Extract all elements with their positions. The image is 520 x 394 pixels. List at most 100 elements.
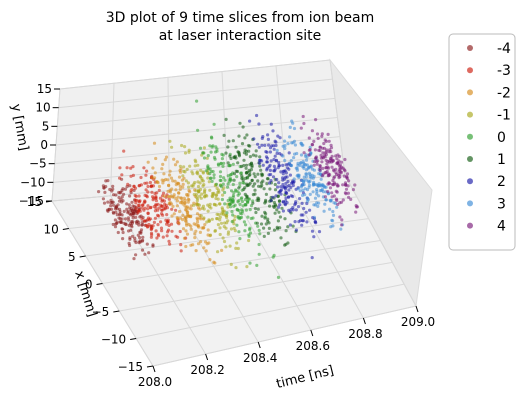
data-point [251,216,255,220]
data-point [271,195,275,199]
data-point [113,225,118,229]
data-point [296,205,301,209]
data-point [260,181,264,185]
data-point [272,147,276,151]
data-point [302,206,306,211]
data-point [122,209,126,213]
data-point [228,178,232,182]
data-point [196,217,200,222]
data-point [299,153,304,157]
data-point [312,180,316,184]
data-point [232,226,236,230]
data-point [267,226,271,230]
data-point [281,169,285,173]
data-point [129,166,133,170]
data-point [288,223,292,227]
data-point [268,187,272,191]
data-point [294,201,298,205]
data-point [244,208,248,212]
data-point [218,226,222,230]
data-point [307,136,311,140]
data-point [240,176,244,180]
grid-line-x [102,240,381,284]
data-point [227,139,231,143]
data-point [224,245,228,249]
data-point [339,227,343,231]
data-point [275,208,279,212]
data-point [228,198,232,202]
data-point [347,195,351,199]
time-tick-label: 209.0 [401,315,435,329]
data-point [281,144,285,148]
data-point [273,188,278,192]
data-point [156,223,160,227]
data-point [312,139,316,143]
data-point [212,260,216,264]
data-point [311,176,315,180]
data-point [248,119,252,123]
data-point [268,181,272,185]
data-point [257,161,261,165]
data-point [308,192,312,196]
data-point [207,180,211,184]
data-point [302,180,306,184]
data-point [160,199,164,203]
data-point [179,243,183,247]
data-point [199,214,203,218]
data-point [202,146,206,150]
data-point [248,144,252,148]
data-point [281,172,285,176]
data-point [194,189,198,193]
data-point [189,243,193,247]
data-point [133,198,137,202]
data-point [181,227,186,231]
x-tick-mark [113,310,120,313]
data-point [154,203,158,207]
data-point [211,144,215,148]
data-point [329,198,333,202]
data-point [206,167,210,171]
grid-line-y [53,155,343,183]
data-point [235,223,239,227]
data-point [204,193,208,197]
data-point [162,194,166,198]
series-1 [222,117,298,247]
data-point [240,174,244,178]
data-point [265,168,269,172]
data-point [234,266,238,270]
data-point [146,204,150,208]
data-point [148,180,152,185]
data-point [301,114,305,119]
data-point [211,169,215,174]
data-point [216,250,220,254]
data-point [264,200,268,204]
data-point [286,179,290,184]
data-point [240,208,244,212]
data-point [210,195,215,199]
grid-line-y [57,97,336,127]
data-point [317,230,322,234]
data-point [122,192,126,196]
data-point [304,210,308,214]
data-point [220,206,224,210]
data-point [178,184,182,188]
data-point [163,158,167,162]
data-point [317,148,321,152]
data-point [206,203,210,207]
data-point [111,203,116,207]
data-point [118,191,122,195]
data-point [338,163,342,167]
data-point [120,213,124,217]
y-tick-label: −10 [20,175,45,189]
data-point [342,174,346,178]
data-point [299,141,303,145]
data-point [291,206,295,210]
data-point [293,152,297,156]
data-point [129,206,133,211]
data-point [175,199,180,203]
data-point [115,207,119,211]
legend-marker--1 [467,111,473,118]
data-point [143,206,147,210]
data-point [277,210,281,214]
data-point [161,213,165,217]
